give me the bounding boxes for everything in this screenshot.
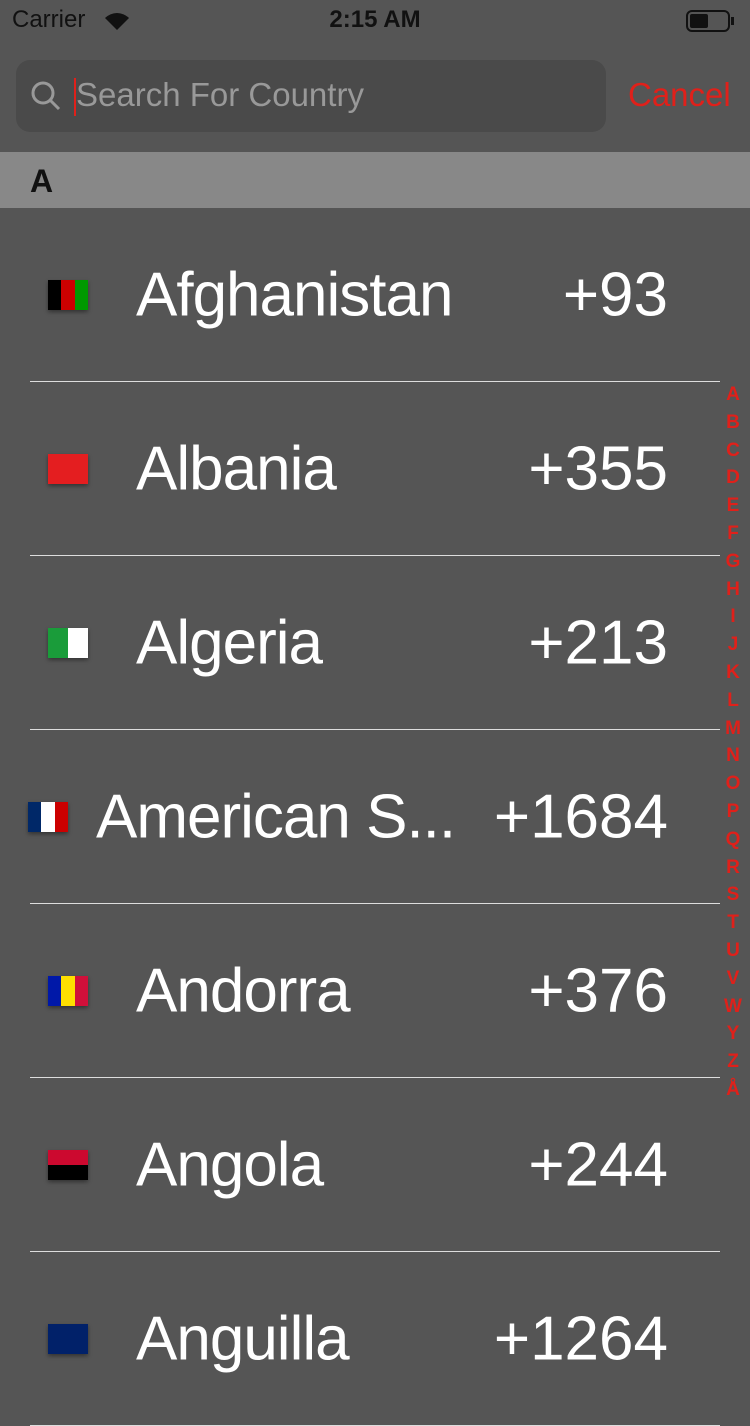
index-letter[interactable]: K: [726, 662, 740, 683]
cursor: [74, 78, 76, 116]
country-row[interactable]: Albania +355: [0, 382, 720, 556]
index-letter[interactable]: I: [730, 606, 736, 628]
flag: [48, 976, 88, 1006]
flag: [48, 1150, 88, 1180]
cancel-button[interactable]: Cancel: [628, 76, 731, 113]
flag: [28, 802, 68, 832]
separator: [30, 729, 720, 730]
flag: [48, 280, 88, 310]
index-letter[interactable]: O: [725, 773, 741, 795]
separator: [30, 381, 720, 382]
country-row[interactable]: Afghanistan +93: [0, 208, 720, 382]
index-letter[interactable]: S: [726, 884, 740, 906]
country-name: American S...: [96, 782, 456, 852]
dial-code: +93: [562, 260, 668, 330]
wifi-icon: [105, 13, 129, 30]
section-header: A: [0, 152, 750, 208]
country-name: Anguilla: [136, 1304, 350, 1374]
battery-icon: [686, 10, 734, 32]
country-name: Algeria: [136, 608, 323, 678]
dial-code: +1684: [493, 782, 668, 852]
flag: [48, 628, 88, 658]
separator: [30, 1077, 720, 1078]
country-name: Andorra: [136, 956, 351, 1026]
dial-code: +376: [528, 956, 668, 1026]
index-letter[interactable]: Q: [725, 828, 741, 850]
index-letter[interactable]: E: [726, 495, 740, 517]
time: 2:15 AM: [329, 6, 421, 33]
country-row[interactable]: Angola +244: [0, 1078, 720, 1252]
index-letter[interactable]: G: [725, 550, 741, 572]
screen: Carrier 2:15 AM Search For Country Cance…: [0, 6, 750, 1426]
index-letter[interactable]: A: [726, 384, 740, 405]
index-letter[interactable]: B: [726, 411, 740, 433]
index-letter[interactable]: Z: [727, 1051, 739, 1073]
index-letter[interactable]: R: [726, 856, 740, 878]
index-letter[interactable]: H: [726, 578, 740, 600]
index-letter[interactable]: W: [724, 995, 742, 1017]
section-title: A: [30, 163, 54, 199]
index-letter[interactable]: M: [725, 717, 741, 739]
search-placeholder: Search For Country: [76, 76, 364, 113]
index-letter[interactable]: P: [726, 801, 740, 822]
separator: [30, 555, 720, 556]
country-name: Angola: [136, 1130, 324, 1200]
index-letter[interactable]: Å: [726, 1079, 740, 1100]
country-row[interactable]: Anguilla +1264: [0, 1252, 720, 1426]
dial-code: +213: [528, 608, 668, 678]
dial-code: +1264: [493, 1304, 668, 1374]
search-field[interactable]: Search For Country: [16, 60, 606, 132]
index-letter[interactable]: Y: [726, 1023, 740, 1045]
search-icon: [31, 81, 61, 111]
index-letter[interactable]: N: [726, 745, 740, 767]
country-name: Afghanistan: [136, 260, 453, 330]
index-letter[interactable]: J: [727, 634, 739, 656]
dial-code: +244: [528, 1130, 668, 1200]
index-letter[interactable]: T: [727, 912, 739, 934]
country-row[interactable]: Andorra +376: [0, 904, 720, 1078]
separator: [30, 1251, 720, 1252]
flag: [48, 454, 88, 484]
index-letter[interactable]: L: [727, 689, 739, 711]
country-row[interactable]: Algeria +213: [0, 556, 720, 730]
separator: [30, 903, 720, 904]
index-letter[interactable]: C: [726, 439, 740, 461]
index-letter[interactable]: V: [726, 967, 740, 989]
carrier: Carrier: [12, 6, 86, 33]
country-name: Albania: [136, 434, 337, 504]
index-letter[interactable]: U: [726, 940, 740, 961]
dial-code: +355: [528, 434, 668, 504]
index-letter[interactable]: F: [727, 523, 739, 544]
country-row[interactable]: American S... +1684: [0, 730, 720, 904]
index-letter[interactable]: D: [726, 467, 740, 489]
flag: [48, 1324, 88, 1354]
